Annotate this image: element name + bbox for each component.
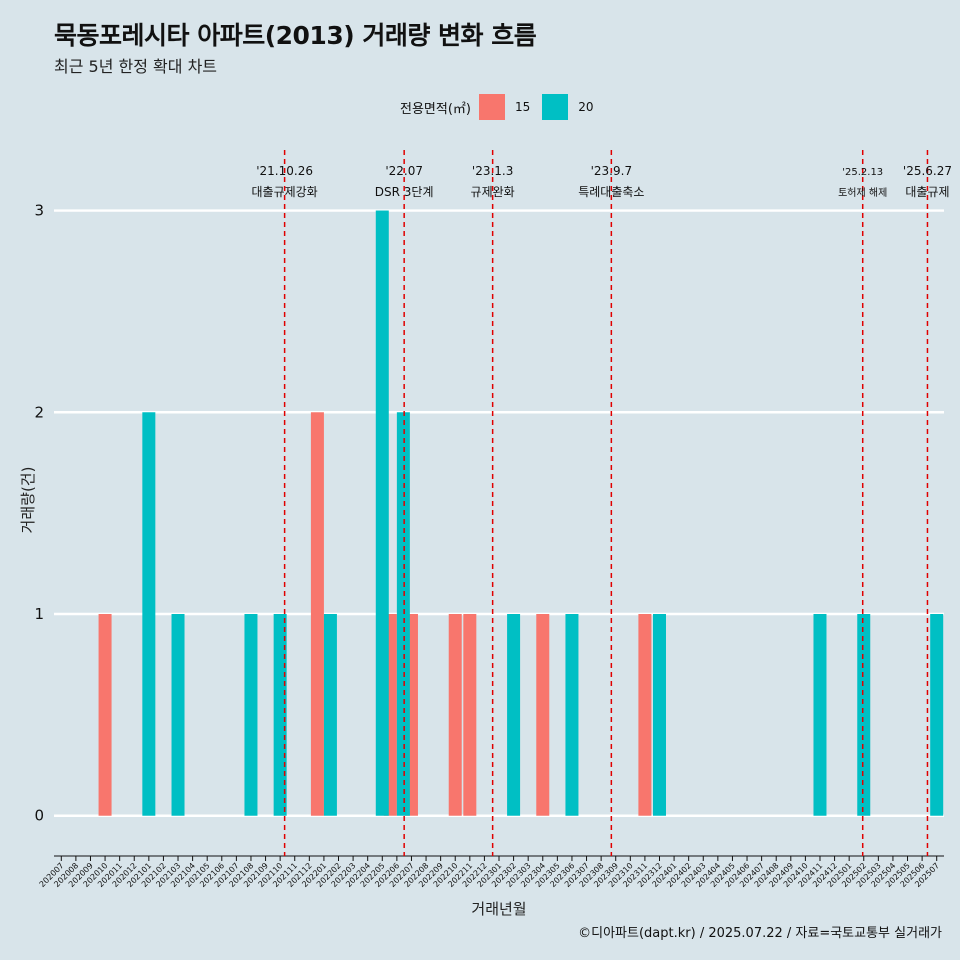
bar-20-202502 bbox=[857, 614, 871, 816]
bar-20-202306 bbox=[565, 614, 579, 816]
event-name-label: 대출규제강화 bbox=[251, 185, 317, 199]
legend-title: 전용면적(㎡) bbox=[400, 101, 471, 117]
bar-15-202010 bbox=[98, 614, 112, 816]
event-date-label: '23.1.3 bbox=[472, 164, 513, 178]
event-date-label: '25.6.27 bbox=[903, 164, 952, 178]
bar-15-202211 bbox=[463, 614, 477, 816]
legend-label-15: 15 bbox=[514, 100, 531, 114]
y-tick-label: 1 bbox=[34, 605, 44, 623]
bar-15-202311 bbox=[638, 614, 652, 816]
bar-15-202210 bbox=[448, 614, 462, 816]
legend-swatch-20 bbox=[542, 94, 569, 120]
chart-caption: ©디아파트(dapt.kr) / 2025.07.22 / 자료=국토교통부 실… bbox=[578, 926, 942, 941]
y-tick-label: 2 bbox=[34, 403, 44, 421]
bar-20-202110 bbox=[273, 614, 287, 816]
event-name-label: 토허제 해제 bbox=[838, 186, 887, 199]
bar-20-202205 bbox=[375, 210, 389, 816]
bar-20-202507 bbox=[930, 614, 944, 816]
x-axis-title: 거래년월 bbox=[471, 900, 526, 918]
y-tick-label: 3 bbox=[34, 202, 44, 220]
bar-20-202312 bbox=[652, 614, 666, 816]
bar-20-202411 bbox=[813, 614, 827, 816]
legend-swatch-15 bbox=[478, 94, 505, 120]
bar-20-202201 bbox=[323, 614, 337, 816]
event-date-label: '22.07 bbox=[385, 164, 423, 178]
y-axis-title: 거래량(건) bbox=[19, 467, 37, 534]
bar-15-202304 bbox=[536, 614, 550, 816]
chart-title: 묵동포레시타 아파트(2013) 거래량 변화 흐름 bbox=[54, 21, 537, 50]
event-name-label: DSR 3단계 bbox=[375, 185, 434, 199]
legend-label-20: 20 bbox=[578, 100, 594, 114]
y-tick-label: 0 bbox=[34, 807, 44, 825]
bar-15-202201 bbox=[310, 412, 324, 816]
event-name-label: 규제완화 bbox=[471, 185, 515, 199]
event-date-label: '21.10.26 bbox=[256, 164, 313, 178]
bar-20-202206 bbox=[396, 412, 410, 816]
bar-20-202101 bbox=[142, 412, 156, 816]
bar-20-202108 bbox=[244, 614, 258, 816]
chart-subtitle: 최근 5년 한정 확대 차트 bbox=[54, 57, 218, 76]
event-name-label: 대출규제 bbox=[905, 185, 949, 199]
event-date-label: '25.2.13 bbox=[842, 167, 883, 178]
legend: 전용면적(㎡) 15 20 bbox=[400, 92, 606, 122]
event-name-label: 특례대출축소 bbox=[578, 185, 644, 199]
bar-20-202302 bbox=[507, 614, 521, 816]
bar-20-202103 bbox=[171, 614, 185, 816]
event-date-label: '23.9.7 bbox=[591, 164, 632, 178]
